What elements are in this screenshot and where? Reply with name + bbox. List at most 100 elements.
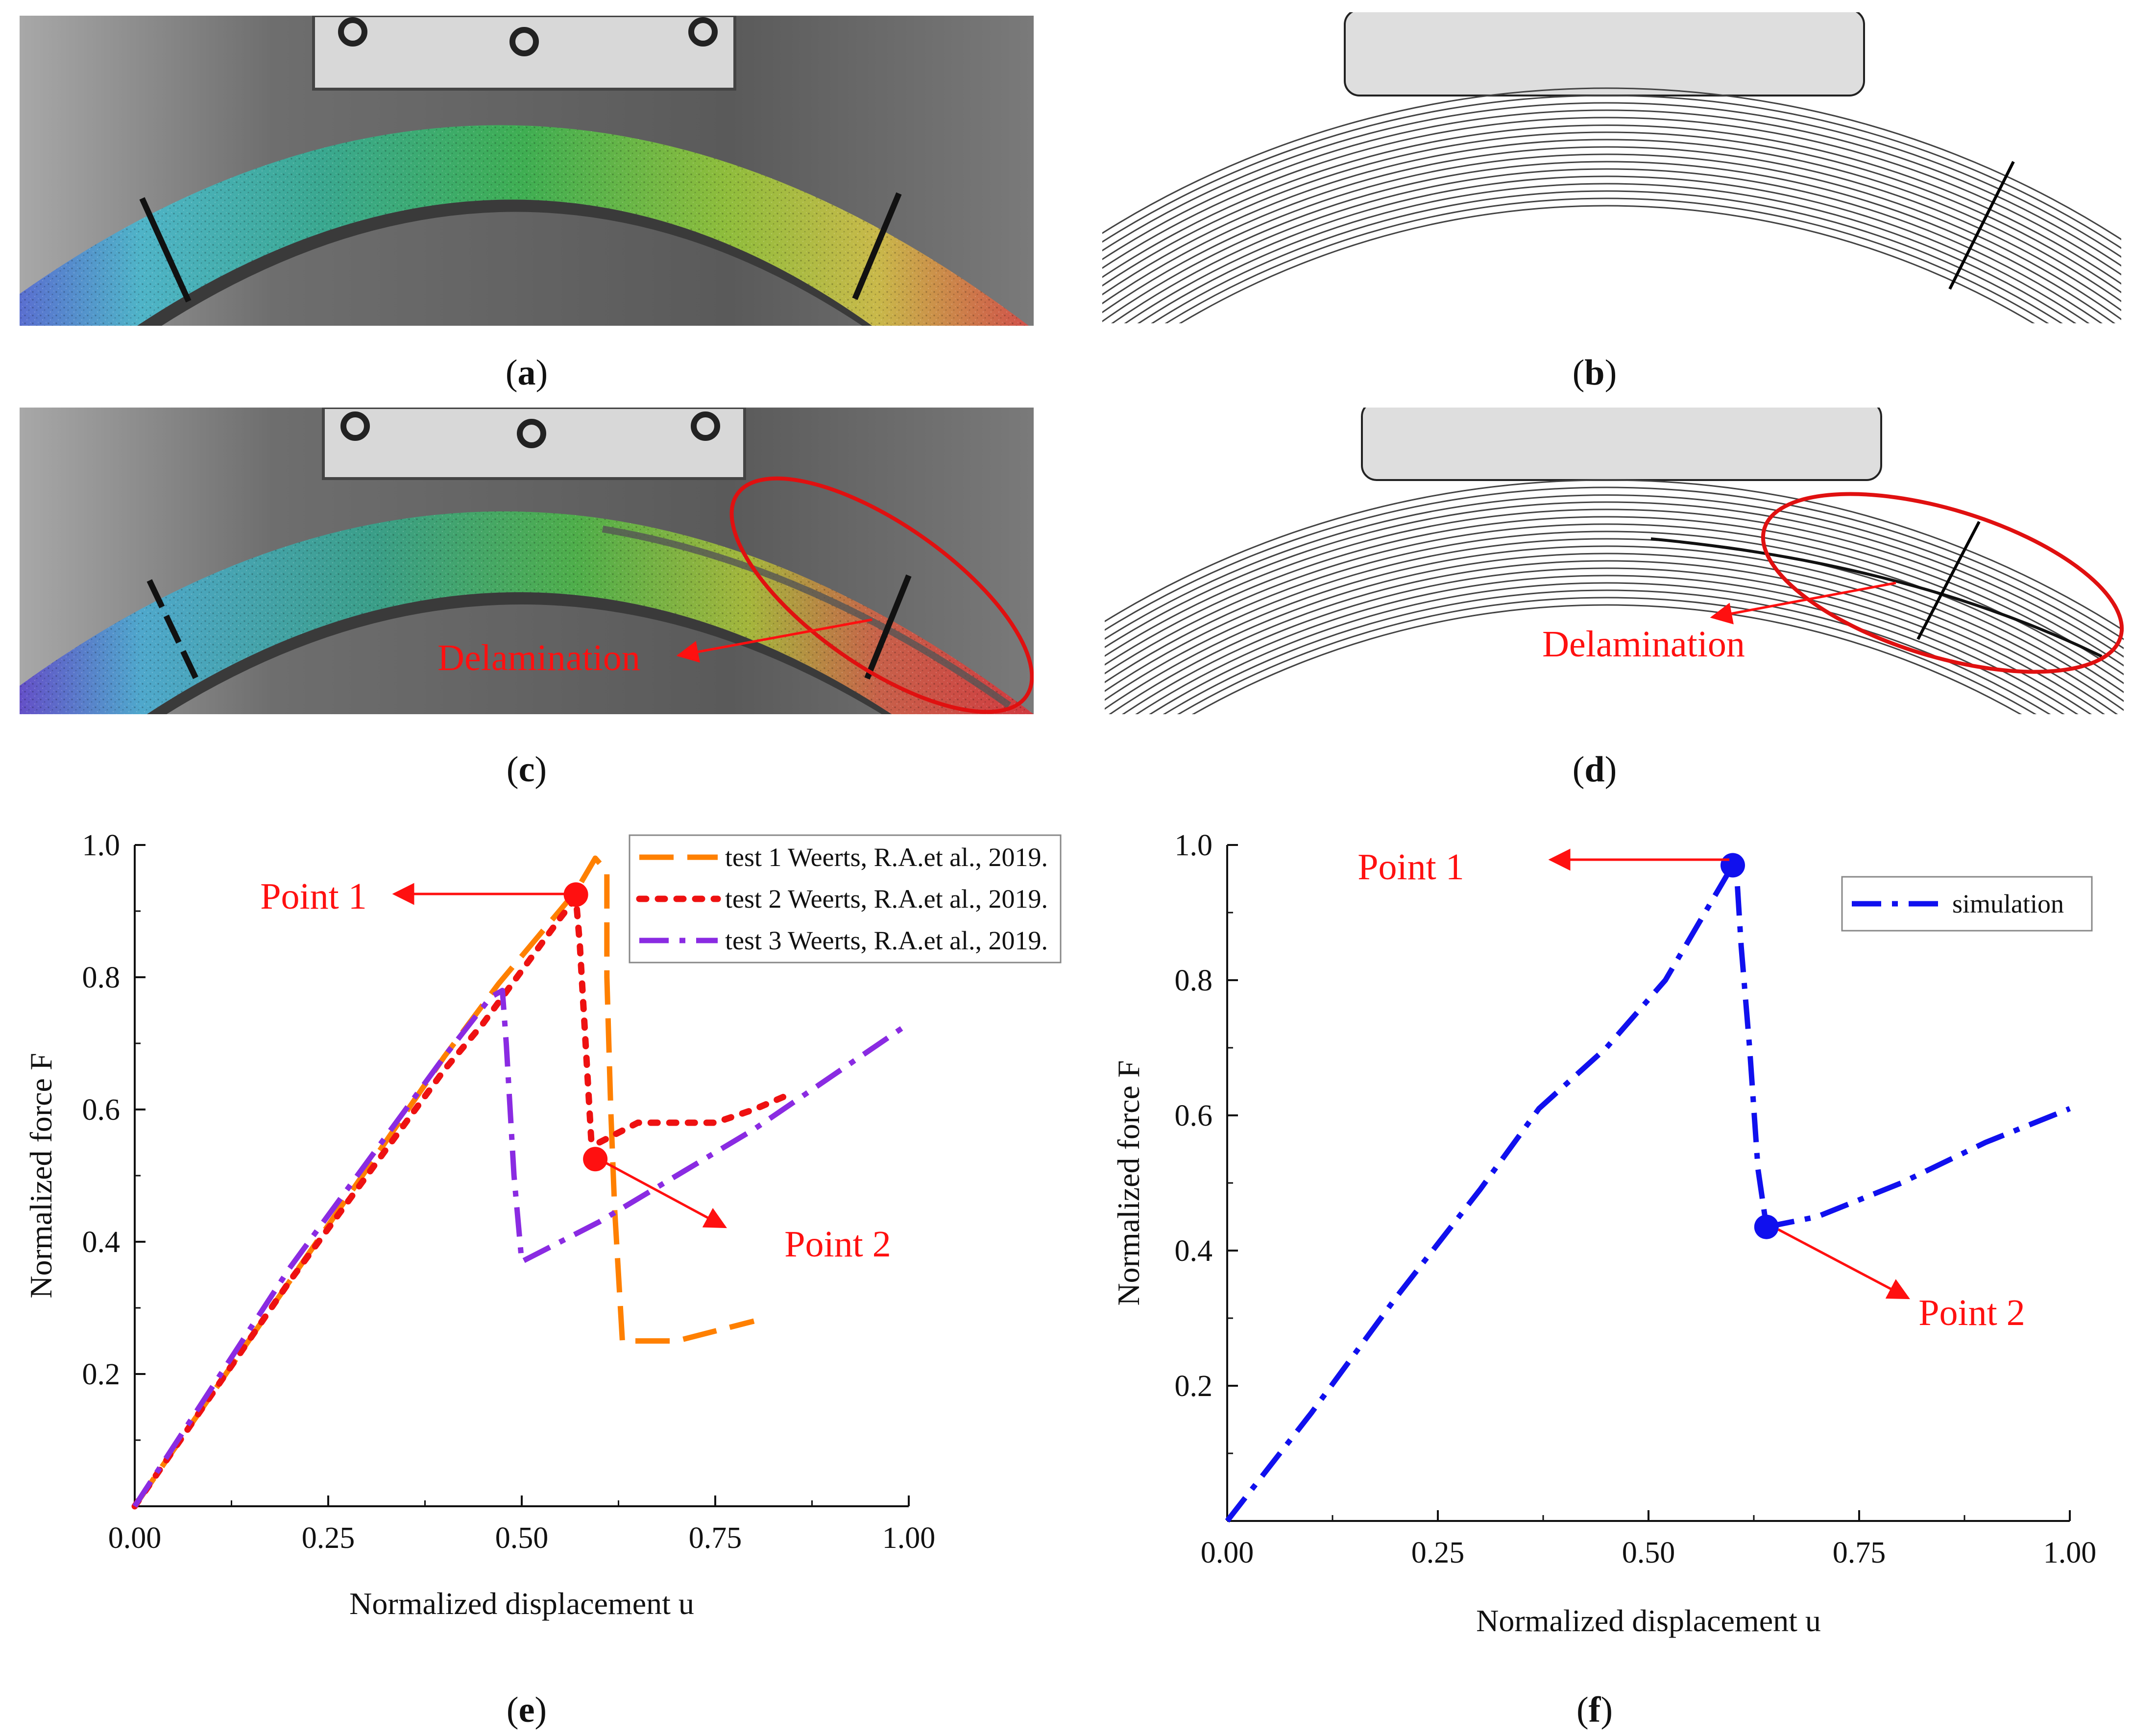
laminate-layer: [1102, 95, 2121, 249]
marker-line: [146, 579, 199, 680]
laminate-layer: [1135, 575, 2079, 714]
fixture-bolt-icon: [338, 17, 367, 47]
laminate-layer: [1151, 190, 2063, 323]
laminate-layer: [1105, 501, 2124, 658]
laminate-layer: [1105, 516, 2124, 675]
laminate-layer: [1102, 102, 2121, 258]
laminate-layer: [1102, 131, 2121, 293]
point-label: Point 2: [1918, 1292, 2025, 1333]
delamination-arrow: [1710, 581, 1896, 625]
panel-f-label: (f): [1576, 1690, 1613, 1730]
laminate-layer: [1102, 124, 2121, 285]
laminate-layer: [1191, 604, 2022, 714]
delamination-arrow: [676, 618, 873, 663]
delamination-crack: [1650, 537, 2103, 658]
delamination-ellipse: [1761, 492, 2124, 674]
x-tick-label: 0.00: [1201, 1536, 1254, 1569]
x-axis-title: Normalized displacement u: [1476, 1603, 1821, 1638]
laminate-layer: [1109, 560, 2105, 714]
laminate-layer: [1102, 139, 2121, 303]
panel-c-photo: [20, 408, 1034, 714]
x-tick-label: 0.75: [1833, 1536, 1886, 1569]
laminate-layer: [1105, 486, 2124, 640]
specimen-inner-edge: [147, 592, 892, 714]
laminate-layers: [1105, 479, 2124, 714]
point-label: Point 1: [1357, 846, 1464, 888]
laminate-layer: [1102, 161, 2116, 323]
laminate-layer: [1179, 205, 2035, 323]
loading-fixture: [1344, 12, 1865, 96]
y-tick-label: 0.6: [82, 1093, 121, 1127]
fixture-bolt-icon: [340, 411, 370, 441]
panel-c-label: (c): [507, 749, 547, 790]
point-marker: [563, 882, 588, 907]
panel-c-delamination-label: Delamination: [437, 637, 640, 678]
laminate-layer: [1105, 523, 2124, 684]
x-tick-label: 0.75: [689, 1521, 742, 1555]
y-tick-label: 0.2: [82, 1358, 121, 1391]
legend: [1841, 876, 2093, 932]
legend-entry: test 3 Weerts, R.A.et al., 2019.: [725, 926, 1048, 955]
y-tick-label: 0.8: [82, 961, 121, 994]
laminate-layer: [1137, 183, 2077, 323]
y-axis-title: Normalized force F: [24, 1053, 58, 1298]
y-tick-label: 1.0: [82, 829, 121, 862]
point-marker: [1721, 853, 1745, 878]
laminate-layer: [1105, 479, 2124, 632]
panel-b-model: [1102, 12, 2121, 323]
panel-d-model: [1105, 408, 2124, 714]
laminate-layer: [1163, 589, 2051, 714]
x-tick-label: 1.00: [2043, 1536, 2097, 1569]
x-axis-title: Normalized displacement u: [349, 1586, 694, 1621]
series-line-3: [132, 988, 911, 1508]
laminate-layer: [1149, 582, 2065, 714]
y-tick-label: 1.0: [1175, 829, 1213, 862]
marker-line: [852, 192, 902, 300]
laminate-layer: [1105, 545, 2124, 711]
point-label: Point 1: [260, 876, 367, 917]
marker-line: [1948, 161, 2015, 290]
delamination-ellipse: [729, 476, 1034, 714]
panel-d-delamination-label: Delamination: [1542, 624, 1745, 665]
laminate-layer: [1105, 553, 2118, 714]
specimen-inner-edge: [137, 199, 872, 326]
laminate-layer: [1105, 538, 2124, 702]
delamination-crack: [602, 526, 1012, 708]
panel-d-label: (d): [1573, 749, 1617, 790]
panel-a-photo: [20, 16, 1034, 326]
x-tick-label: 0.25: [1411, 1536, 1465, 1569]
point-marker: [1754, 1214, 1779, 1239]
laminate-layer: [1105, 508, 2124, 667]
laminate-layer: [1121, 567, 2092, 714]
chart-f: 0.00 0.25 0.50 0.75 1.00 0.2 0.4 0.6 0.8 1.0 Norma…: [1111, 829, 2096, 1638]
laminate-layer: [1177, 597, 2037, 714]
legend-entry: test 1 Weerts, R.A.et al., 2019.: [725, 843, 1048, 872]
laminate-layers: [1102, 87, 2121, 323]
fixture-bolt-icon: [688, 17, 718, 47]
marker-line: [864, 574, 912, 680]
fixture-bolt-icon: [509, 27, 539, 56]
loading-fixture: [322, 408, 746, 480]
panel-b-label: (b): [1573, 353, 1617, 393]
point-label: Point 2: [784, 1224, 891, 1265]
point-marker: [583, 1147, 608, 1172]
loading-fixture: [1361, 408, 1882, 481]
laminate-layer: [1124, 175, 2090, 323]
y-axis-title: Normalized force F: [1111, 1060, 1146, 1305]
legend-entry: simulation: [1952, 889, 2064, 918]
y-tick-label: 0.8: [1175, 964, 1213, 997]
point-arrow: [597, 1157, 727, 1229]
y-tick-label: 0.4: [1175, 1234, 1213, 1268]
x-tick-label: 1.00: [882, 1521, 936, 1555]
series-line-1: [132, 855, 755, 1508]
laminate-layer: [1102, 153, 2121, 320]
fixture-bolt-icon: [691, 411, 720, 441]
series-line-2: [131, 894, 788, 1510]
laminate-layer: [1105, 530, 2124, 694]
panel-a-label: (a): [506, 353, 548, 393]
laminate-layer: [1105, 494, 2124, 649]
loading-fixture: [312, 16, 736, 91]
x-tick-label: 0.50: [495, 1521, 549, 1555]
laminate-layer: [1102, 146, 2121, 312]
y-tick-label: 0.4: [82, 1226, 121, 1259]
